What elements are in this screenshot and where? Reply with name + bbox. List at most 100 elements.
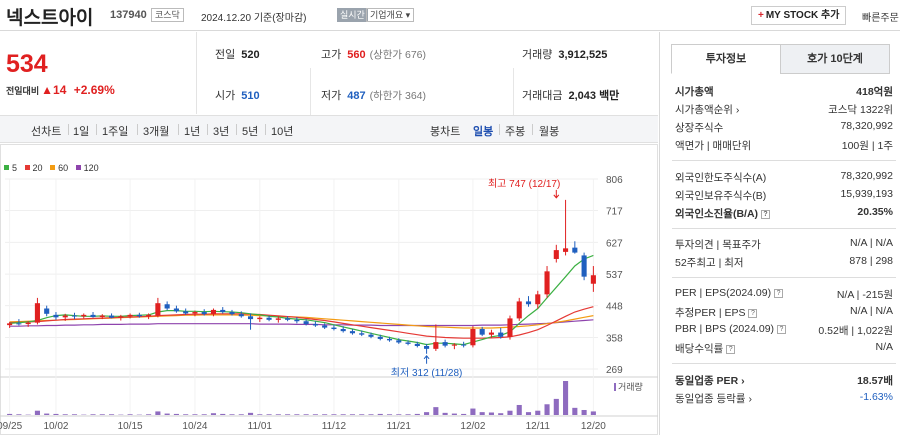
candle-body	[535, 294, 541, 305]
row-industry-per[interactable]: 동일업종 PER › 18.57배	[675, 375, 893, 387]
stat-sub: (상한가 676)	[369, 49, 427, 61]
low-annotation: 최저 312 (11/28)	[391, 367, 463, 379]
divider	[236, 124, 237, 135]
ma20-line	[9, 306, 594, 339]
candle-body	[118, 316, 124, 318]
volume-label: 거래량	[618, 381, 643, 392]
chevron-right-icon: ›	[741, 375, 745, 387]
x-tick-label: 09/25	[0, 421, 23, 432]
volume-bar	[210, 413, 217, 415]
x-tick-label: 11/12	[322, 421, 347, 432]
help-icon[interactable]: ?	[760, 210, 770, 219]
row-industry-rate[interactable]: 동일업종 등락률 › -1.63%	[675, 391, 893, 405]
y-tick-label: 717	[606, 206, 623, 217]
candle-body	[247, 316, 254, 320]
candle-body	[461, 344, 467, 346]
price-date: 2024.12.20 기준(장마감)	[201, 13, 307, 24]
tab-period-5y[interactable]: 5년	[242, 126, 259, 138]
stat-low: 저가 487 (하한가 364)	[321, 87, 426, 103]
row-shares: 상장주식수 78,320,992	[675, 120, 893, 134]
divider	[513, 68, 514, 138]
tab-period-10y[interactable]: 10년	[271, 126, 294, 138]
tab-period-1y[interactable]: 1년	[184, 126, 201, 138]
tab-invest-info[interactable]: 투자정보	[671, 44, 781, 74]
volume-bar	[470, 408, 476, 415]
stat-volume: 거래량 3,912,525	[522, 46, 607, 62]
candle-body	[368, 334, 374, 337]
volume-bar	[386, 414, 393, 415]
divider	[265, 124, 266, 135]
volume-bar	[488, 412, 494, 415]
realtime-badge[interactable]: 실시간	[337, 8, 368, 22]
x-tick-label: 11/21	[387, 421, 412, 432]
help-icon[interactable]: ?	[774, 289, 784, 298]
tab-period-1w[interactable]: 1주일	[102, 126, 129, 138]
tab-candle-weekly[interactable]: 주봉	[505, 126, 526, 138]
row-pbr: PBR | BPS (2024.09) ? 0.52배 | 1,022원	[675, 323, 893, 337]
divider	[96, 124, 97, 135]
stock-code: 137940	[110, 9, 147, 21]
candle-body	[479, 329, 485, 335]
candle-body	[220, 309, 226, 313]
candle-body	[127, 314, 133, 317]
volume-bar	[90, 414, 96, 415]
tab-period-1d[interactable]: 1일	[73, 126, 90, 138]
volume-bar	[498, 413, 504, 415]
candle-body	[433, 342, 439, 349]
candle-body	[553, 250, 559, 259]
stat-prev: 전일 520	[215, 46, 260, 62]
candle-body	[173, 308, 179, 312]
candle-body	[71, 315, 78, 317]
x-tick-label: 10/02	[43, 421, 68, 432]
tab-period-3m[interactable]: 3개월	[143, 126, 170, 138]
stat-value: 560	[347, 49, 366, 61]
volume-bar	[553, 398, 559, 415]
candle-body	[544, 271, 550, 295]
corp-info-dropdown[interactable]: 기업개요 ▾	[366, 8, 415, 22]
volume-bar	[220, 413, 226, 415]
volume-bar	[414, 413, 420, 415]
volume-bar	[155, 411, 161, 415]
candle-body	[275, 318, 281, 320]
tab-candle-daily[interactable]: 일봉	[473, 126, 494, 138]
price-chart[interactable]: 806 717 627 537 448 358 269 09/25 10/02 10/15 10/2…	[0, 144, 658, 435]
current-price: 534	[6, 50, 48, 78]
line-chart-tab[interactable]: 선차트	[31, 126, 62, 138]
corp-info-label: 기업개요	[370, 10, 404, 20]
row-est-per: 추정PER | EPS ? N/A | N/A	[675, 305, 893, 319]
price-summary: 534 전일대비 ▲14 +2.69%	[0, 32, 195, 114]
candle-body	[414, 343, 420, 347]
row-mktcap-rank[interactable]: 시가총액순위 › 코스닥 1322위	[675, 104, 893, 116]
divider	[137, 124, 138, 135]
volume-bar	[201, 414, 207, 415]
volume-bar	[461, 413, 467, 415]
volume-bar	[62, 414, 68, 415]
stat-value: 510	[241, 90, 260, 102]
candle-body	[525, 301, 532, 305]
stat-label: 거래량	[522, 49, 553, 61]
tab-candle-monthly[interactable]: 월봉	[539, 126, 560, 138]
volume-bar	[34, 410, 40, 415]
stat-value: 487	[347, 90, 366, 102]
volume-bar	[516, 404, 522, 415]
help-icon[interactable]: ?	[726, 345, 736, 354]
add-mystock-button[interactable]: + MY STOCK 추가	[751, 6, 847, 25]
volume-bar	[349, 414, 356, 415]
legend-ma60: 60	[50, 163, 68, 173]
volume-bar	[266, 414, 272, 415]
help-icon[interactable]: ?	[748, 309, 758, 318]
volume-bar	[109, 414, 115, 415]
candle-chart-tab[interactable]: 봉차트	[430, 126, 461, 138]
candle-body	[488, 332, 494, 335]
tab-period-3y[interactable]: 3년	[213, 126, 230, 138]
stat-label: 시가	[215, 90, 236, 102]
quick-order-link[interactable]: 빠른주문	[862, 13, 899, 24]
volume-bar	[331, 414, 337, 415]
volume-bar	[479, 412, 485, 415]
tab-hoga[interactable]: 호가 10단계	[780, 44, 890, 74]
candle-body	[146, 314, 152, 317]
candle-body	[359, 333, 365, 335]
volume-bar	[322, 414, 328, 415]
help-icon[interactable]: ?	[776, 325, 786, 334]
candle-body	[349, 331, 356, 334]
